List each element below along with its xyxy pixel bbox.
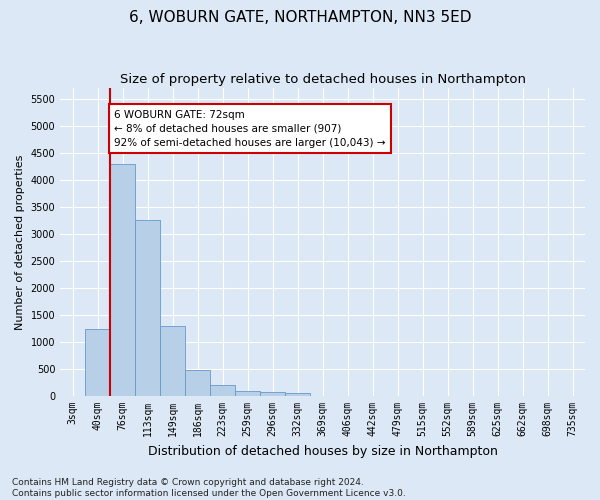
Bar (135, 220, 160, 396)
Bar (85, 328, 110, 396)
Text: Contains HM Land Registry data © Crown copyright and database right 2024.
Contai: Contains HM Land Registry data © Crown c… (12, 478, 406, 498)
Bar (235, 390, 260, 396)
Y-axis label: Number of detached properties: Number of detached properties (15, 154, 25, 330)
Title: Size of property relative to detached houses in Northampton: Size of property relative to detached ho… (119, 72, 526, 86)
Bar (210, 385, 235, 396)
Bar (260, 392, 285, 396)
X-axis label: Distribution of detached houses by size in Northampton: Distribution of detached houses by size … (148, 444, 497, 458)
Bar (185, 370, 210, 396)
Bar (160, 326, 185, 396)
Text: 6, WOBURN GATE, NORTHAMPTON, NN3 5ED: 6, WOBURN GATE, NORTHAMPTON, NN3 5ED (129, 10, 471, 25)
Bar (110, 164, 135, 396)
Text: 6 WOBURN GATE: 72sqm
← 8% of detached houses are smaller (907)
92% of semi-detac: 6 WOBURN GATE: 72sqm ← 8% of detached ho… (114, 110, 385, 148)
Bar (285, 394, 310, 396)
